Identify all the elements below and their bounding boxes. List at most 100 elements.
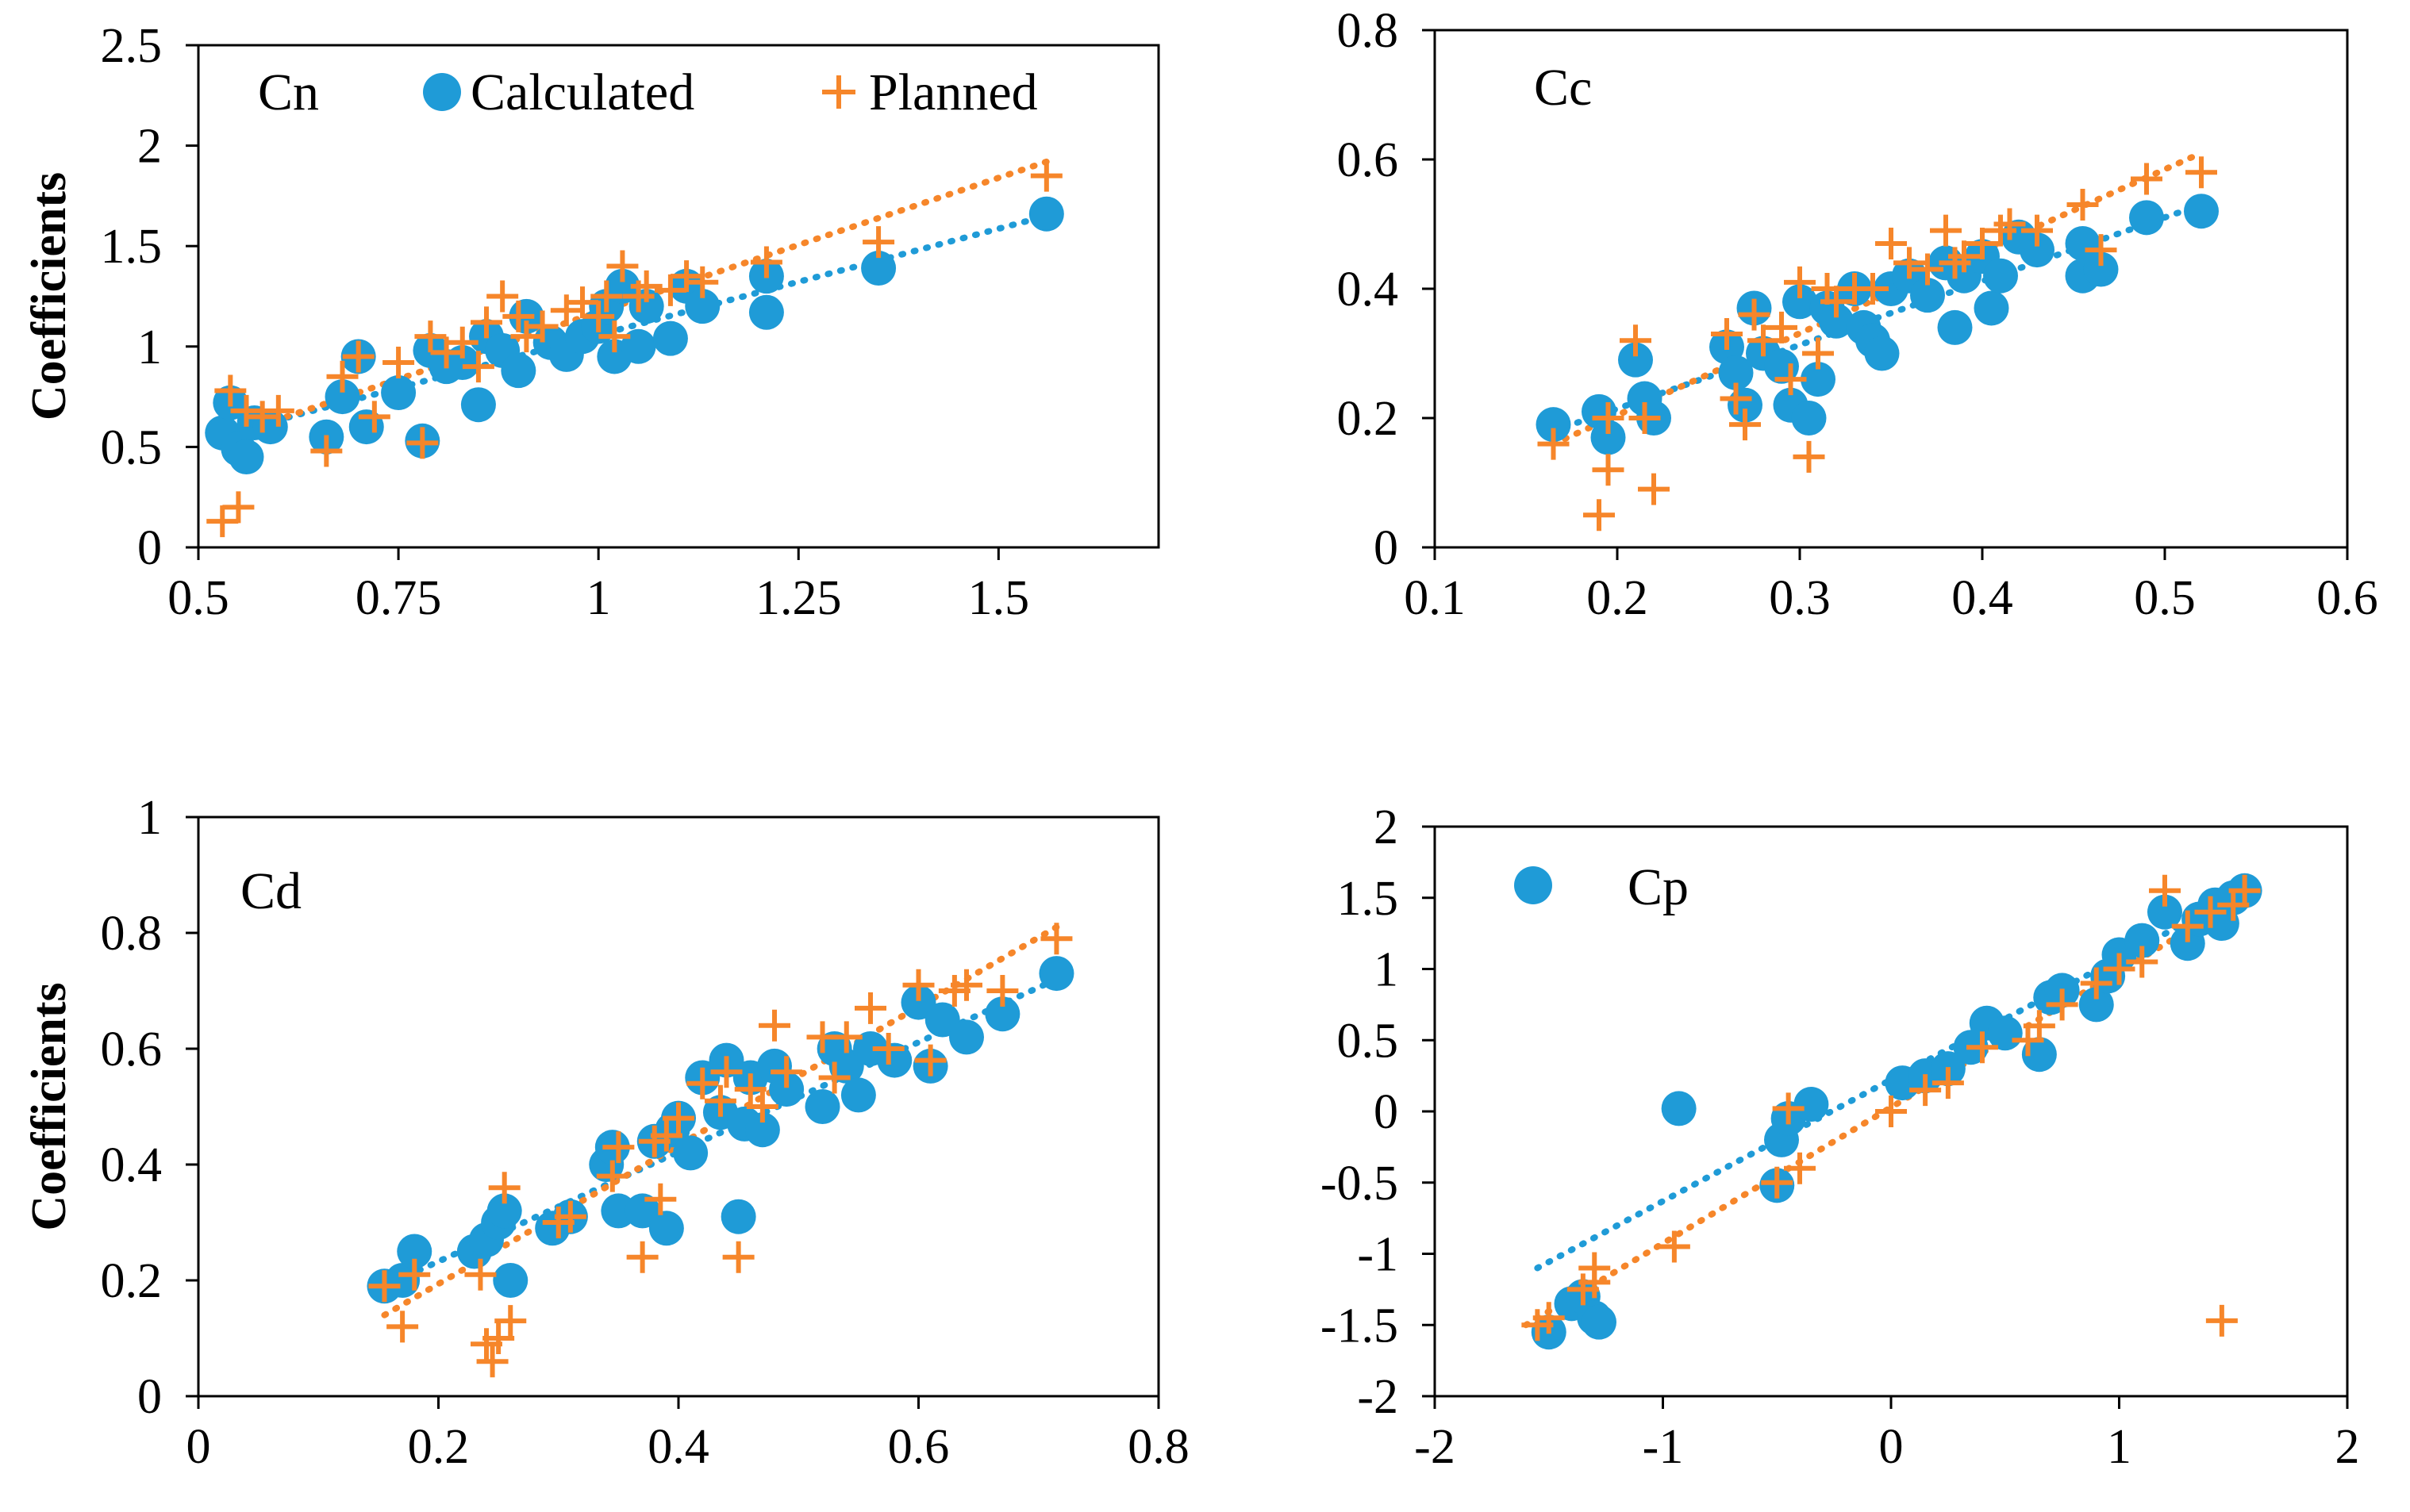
panel-title: Cn — [258, 63, 319, 121]
y-tick-label: -0.5 — [1320, 1157, 1398, 1211]
y-tick-label: 0.2 — [101, 1254, 163, 1308]
point-calculated — [325, 379, 360, 415]
point-planned — [1948, 240, 1980, 273]
point-planned — [1820, 286, 1852, 318]
y-tick-label: 0.2 — [1337, 392, 1399, 446]
legend-calculated-marker — [423, 73, 461, 111]
x-tick-label: 2 — [2335, 1420, 2360, 1474]
point-calculated — [1937, 309, 1973, 345]
point-planned — [1912, 253, 1943, 286]
point-calculated — [2078, 987, 2114, 1023]
point-planned — [863, 226, 895, 259]
point-planned — [1711, 318, 1743, 351]
point-planned — [342, 340, 375, 373]
point-planned — [1578, 1266, 1611, 1299]
x-tick-label: 0.4 — [1951, 571, 2013, 625]
point-calculated — [721, 1199, 756, 1234]
y-tick-label: 0.5 — [101, 420, 163, 474]
point-planned — [230, 394, 263, 427]
point-calculated — [1028, 196, 1064, 232]
point-planned — [650, 1119, 682, 1152]
point-planned — [510, 320, 543, 353]
y-tick-label: 0.8 — [1337, 4, 1399, 58]
point-calculated — [748, 294, 784, 330]
point-planned — [654, 274, 686, 306]
point-calculated — [1819, 303, 1854, 339]
point-planned — [986, 975, 1019, 1007]
point-calculated — [924, 1002, 960, 1038]
point-planned — [310, 435, 343, 467]
point-planned — [750, 246, 782, 278]
point-planned — [550, 294, 582, 327]
point-calculated — [901, 984, 936, 1020]
x-tick-label: 0.3 — [1769, 571, 1831, 625]
point-planned — [663, 1102, 694, 1134]
point-planned — [1966, 227, 1998, 259]
point-planned — [644, 1183, 677, 1215]
y-tick-label: 0.5 — [1337, 1014, 1399, 1068]
point-calculated — [493, 1263, 529, 1298]
x-tick-label: 0 — [186, 1420, 211, 1474]
point-planned — [1993, 208, 2026, 240]
y-tick-label: 0 — [1374, 1085, 1398, 1139]
point-planned — [1720, 382, 1752, 415]
y-tick-label: 1.5 — [101, 220, 163, 274]
point-planned — [262, 394, 294, 427]
point-planned — [759, 1009, 790, 1042]
point-planned — [686, 1067, 719, 1099]
point-planned — [368, 1270, 401, 1303]
point-planned — [2021, 214, 2053, 247]
point-planned — [582, 300, 615, 332]
point-planned — [2205, 1304, 2238, 1337]
point-planned — [430, 336, 463, 369]
point-planned — [1738, 298, 1770, 331]
point-planned — [671, 260, 703, 293]
point-planned — [602, 1131, 635, 1164]
x-tick-label: 0 — [1879, 1420, 1904, 1474]
point-planned — [598, 320, 631, 353]
point-calculated — [2020, 232, 2054, 268]
point-calculated — [2124, 923, 2160, 958]
point-planned — [1747, 324, 1779, 357]
point-calculated — [397, 1234, 432, 1269]
x-tick-label: 0.75 — [356, 571, 442, 625]
point-planned — [486, 280, 519, 313]
point-planned — [704, 1084, 736, 1117]
point-planned — [567, 286, 598, 319]
point-planned — [488, 1172, 521, 1204]
point-planned — [1931, 1067, 1964, 1099]
point-planned — [1761, 1166, 1793, 1199]
point-planned — [2228, 874, 2261, 907]
point-planned — [902, 969, 935, 1001]
point-calculated — [381, 375, 417, 411]
x-tick-label: 0.1 — [1404, 571, 1466, 625]
point-planned — [464, 1258, 497, 1291]
x-tick-label: 0.2 — [1586, 571, 1648, 625]
point-planned — [2131, 163, 2162, 195]
x-tick-label: 0.4 — [648, 1420, 709, 1474]
point-planned — [206, 505, 239, 538]
point-planned — [2080, 967, 2112, 1000]
point-planned — [358, 401, 390, 433]
point-planned — [494, 1305, 527, 1337]
point-planned — [214, 374, 247, 407]
point-planned — [746, 1091, 778, 1122]
point-calculated — [2184, 194, 2219, 229]
point-planned — [1875, 227, 1907, 259]
point-calculated — [648, 1211, 684, 1246]
panel-cc: 0.1 0.2 0.3 0.4 0.5 0.6 0 0.2 0.4 0.6 0.8 Cc — [1337, 4, 2378, 625]
x-tick-label: 0.6 — [2316, 571, 2378, 625]
point-planned — [818, 1061, 851, 1094]
point-planned — [1909, 1074, 1942, 1107]
point-planned — [914, 1044, 947, 1076]
point-planned — [1628, 402, 1661, 434]
point-planned — [1784, 266, 1816, 298]
y-tick-label: 0 — [137, 1370, 162, 1424]
point-calculated — [229, 439, 264, 475]
point-calculated — [877, 1042, 913, 1078]
point-calculated — [1590, 420, 1626, 455]
point-calculated — [460, 387, 496, 423]
legend-planned-label: Planned — [869, 63, 1038, 121]
point-calculated — [1661, 1091, 1697, 1126]
point-planned — [1729, 409, 1761, 441]
